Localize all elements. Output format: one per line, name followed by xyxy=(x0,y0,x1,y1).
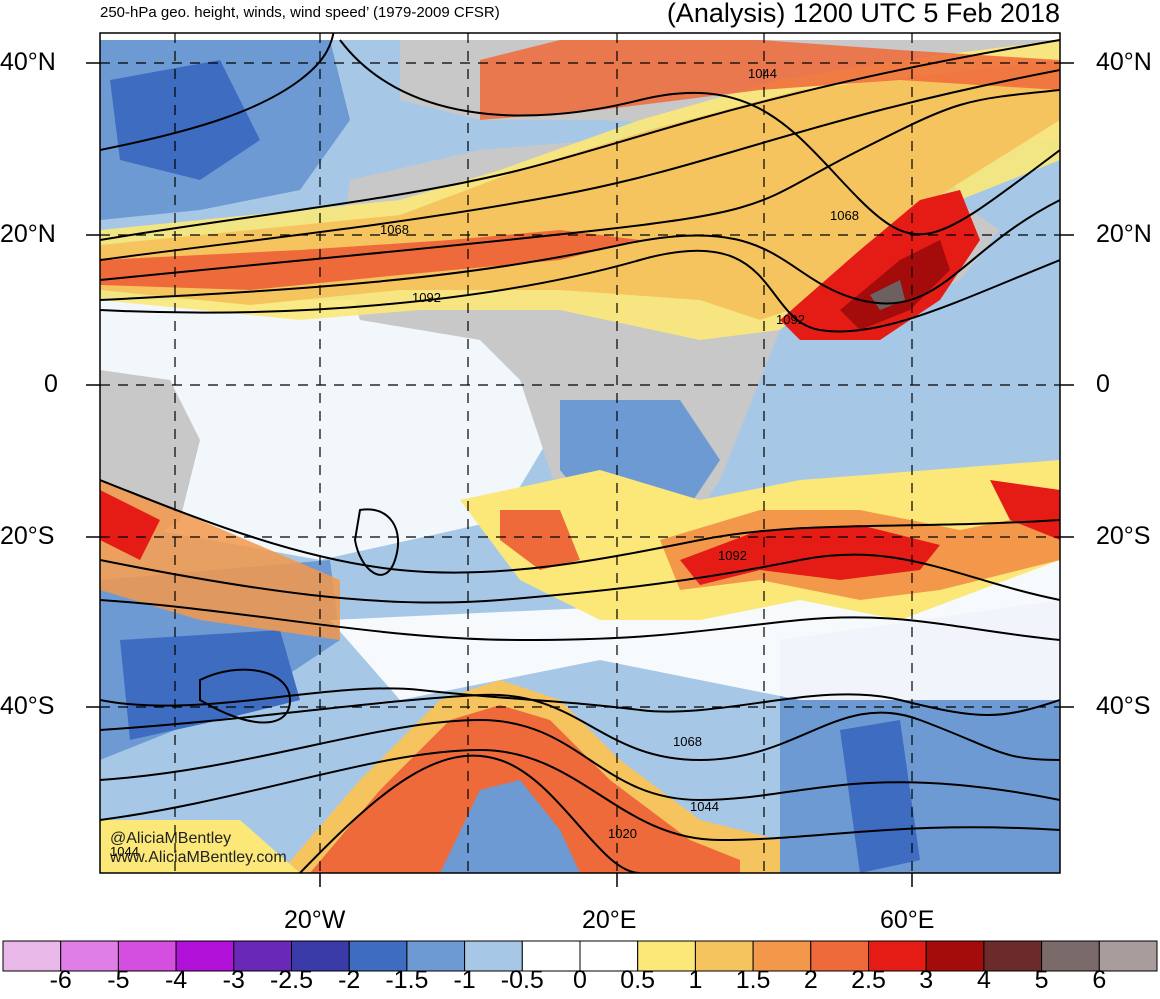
contour-label: 1068 xyxy=(673,734,702,749)
map-title-left: 250-hPa geo. height, winds, wind speed’ … xyxy=(100,4,500,21)
colorbar-swatch xyxy=(175,940,235,972)
colorbar-label: 1.5 xyxy=(735,966,771,994)
lat-label-right: 0 xyxy=(1096,370,1110,398)
colorbar-label: 0 xyxy=(573,966,587,994)
colorbar-swatch xyxy=(1098,940,1158,972)
colorbar-label: -1.5 xyxy=(385,966,429,994)
contour-label: 1044 xyxy=(690,799,719,814)
contour-label: 1068 xyxy=(830,208,859,223)
lon-label: 20°E xyxy=(582,906,637,934)
axis-ticks xyxy=(86,62,1074,887)
credit-website: www.AliciaMBentley.com xyxy=(110,849,287,866)
contour-label: 1020 xyxy=(608,826,637,841)
colorbar-swatch xyxy=(925,940,985,972)
colorbar-swatch xyxy=(521,940,581,972)
colorbar-swatch xyxy=(579,940,639,972)
colorbar-swatch xyxy=(694,940,754,972)
colorbar xyxy=(2,940,1158,972)
lat-label-right: 20°S xyxy=(1096,522,1151,550)
contour-label: 1092 xyxy=(412,290,441,305)
lon-label: 20°W xyxy=(284,906,346,934)
colorbar-swatch xyxy=(752,940,812,972)
lat-label-right: 40°N xyxy=(1096,48,1152,76)
colorbar-swatch xyxy=(464,940,523,972)
graticule xyxy=(100,33,1060,873)
contour-label: 1044 xyxy=(110,844,139,859)
colorbar-swatch xyxy=(868,940,927,972)
colorbar-label: -4 xyxy=(164,966,188,994)
colorbar-label: 5 xyxy=(1034,966,1049,994)
colorbar-swatch xyxy=(406,940,466,972)
lat-label-left: 40°N xyxy=(0,48,56,76)
colorbar-label: 6 xyxy=(1092,966,1107,994)
map-title-right: (Analysis) 1200 UTC 5 Feb 2018 xyxy=(666,0,1060,28)
colorbar-label: -3 xyxy=(222,966,245,994)
colorbar-swatch xyxy=(637,940,696,972)
colorbar-swatch xyxy=(983,940,1043,972)
colorbar-swatch xyxy=(233,940,293,972)
colorbar-swatch xyxy=(2,940,62,972)
lat-label-left: 20°S xyxy=(0,522,55,550)
lat-label-left: 20°N xyxy=(0,220,56,248)
colorbar-label: 0.5 xyxy=(620,966,656,994)
map-plot: 1068 1092 1044 1068 1092 1092 1068 1044 … xyxy=(86,32,1074,887)
contour-label: 1044 xyxy=(748,66,777,81)
colorbar-label: -6 xyxy=(49,966,72,994)
colorbar-label: -2.5 xyxy=(269,966,314,994)
contour-label: 1092 xyxy=(718,548,747,563)
colorbar-label: -0.5 xyxy=(500,966,544,994)
contour-label: 1092 xyxy=(776,312,805,327)
colorbar-swatch xyxy=(60,940,119,972)
colorbar-label: -5 xyxy=(107,966,130,994)
neutral-equatorial xyxy=(100,300,560,560)
colorbar-label: 4 xyxy=(976,966,991,994)
colorbar-swatch xyxy=(1041,940,1100,972)
map-frame xyxy=(99,32,1061,874)
contour-label: 1068 xyxy=(380,222,409,237)
credit-handle: @AliciaMBentley xyxy=(110,830,232,847)
lon-label: 60°E xyxy=(880,906,935,934)
lat-label-left: 40°S xyxy=(0,692,55,720)
lat-label-left: 0 xyxy=(44,370,58,398)
colorbar-label: 3 xyxy=(919,966,934,994)
colorbar-label: 1 xyxy=(688,966,703,994)
colorbar-label: -1 xyxy=(453,966,476,994)
colorbar-swatch xyxy=(348,940,408,972)
colorbar-label: 2.5 xyxy=(851,966,886,994)
jet-core-arabian xyxy=(780,190,980,340)
lat-label-right: 40°S xyxy=(1096,692,1151,720)
lat-label-right: 20°N xyxy=(1096,220,1152,248)
colorbar-label: -2 xyxy=(338,966,361,994)
colorbar-label: 2 xyxy=(803,966,818,994)
